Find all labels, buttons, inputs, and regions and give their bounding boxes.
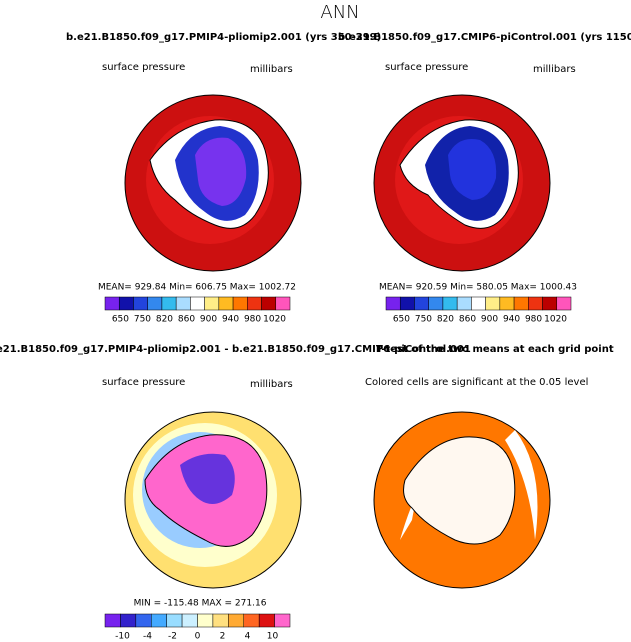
colorbar-cell (261, 296, 277, 311)
colorbar-label: 980 (244, 315, 261, 325)
colorbar-cell (104, 296, 120, 311)
colorbar-cell (456, 296, 472, 311)
map (373, 94, 551, 272)
colorbar-label: 2 (220, 632, 226, 642)
colorbar-cell (247, 296, 262, 311)
colorbar-label: 750 (415, 315, 432, 325)
colorbar-cell (120, 613, 137, 628)
map (124, 94, 302, 272)
colorbar-cell (151, 613, 167, 628)
colorbar-cell (499, 296, 515, 311)
stats: MEAN= 920.59 Min= 580.05 Max= 1000.43 (379, 283, 577, 293)
map (124, 411, 302, 589)
colorbar-label: -4 (143, 632, 152, 642)
colorbar-cell (232, 296, 248, 311)
colorbar-cell (556, 296, 572, 311)
colorbar-cell (135, 613, 152, 628)
colorbar-cell (161, 296, 177, 311)
colorbar-cell (243, 613, 260, 628)
colorbar-label: 1020 (263, 315, 286, 325)
colorbar-cell (471, 296, 486, 311)
colorbar-label: 750 (134, 315, 151, 325)
colorbar-cell (428, 296, 444, 311)
colorbar-label: 900 (200, 315, 217, 325)
colorbar-cell (385, 296, 401, 311)
colorbar-label: 860 (178, 315, 195, 325)
colorbar-cell (442, 296, 458, 311)
left-label: Colored cells are significant at the 0.0… (365, 377, 588, 388)
colorbar-cell (104, 613, 121, 628)
colorbar-label: 820 (156, 315, 173, 325)
colorbar-cell (275, 296, 291, 311)
colorbar-cell (513, 296, 529, 311)
colorbar-label: 980 (525, 315, 542, 325)
colorbar-label: 900 (481, 315, 498, 325)
colorbar-cell (118, 296, 134, 311)
colorbar-cell (204, 296, 220, 311)
left-label: surface pressure (102, 62, 185, 73)
right-label: millibars (533, 64, 576, 75)
colorbar-cell (197, 613, 214, 628)
map (373, 411, 551, 589)
stats: MEAN= 929.84 Min= 606.75 Max= 1002.72 (98, 283, 296, 293)
colorbar-cell (133, 296, 148, 311)
colorbar-label: 650 (393, 315, 410, 325)
colorbar-cell (399, 296, 415, 311)
panel-heading: e21.B1850.f09_g17.PMIP4-pliomip2.001 - b… (0, 344, 471, 355)
stats: MIN = -115.48 MAX = 271.16 (134, 599, 267, 609)
colorbar-label: -10 (115, 632, 130, 642)
colorbar-label: 940 (222, 315, 239, 325)
colorbar-label: 4 (245, 632, 251, 642)
colorbar-label: 650 (112, 315, 129, 325)
left-label: surface pressure (102, 377, 185, 388)
panel-heading: T-test of the two means at each grid poi… (376, 344, 614, 355)
figure-title: ANN (320, 2, 359, 23)
colorbar-cell (258, 613, 275, 628)
colorbar-cell (274, 613, 291, 628)
colorbar-cell (218, 296, 234, 311)
colorbar-cell (166, 613, 183, 628)
colorbar-cell (190, 296, 205, 311)
panel-heading: b.e21.B1850.f09_g17.CMIP6-piControl.001 … (338, 32, 631, 43)
right-label: millibars (250, 64, 293, 75)
colorbar-cell (212, 613, 229, 628)
colorbar-label: -2 (168, 632, 177, 642)
colorbar-label: 0 (195, 632, 201, 642)
colorbar-label: 10 (267, 632, 279, 642)
colorbar-cell (528, 296, 543, 311)
colorbar-cell (175, 296, 191, 311)
colorbar-label: 820 (437, 315, 454, 325)
left-label: surface pressure (385, 62, 468, 73)
colorbar-cell (228, 613, 244, 628)
colorbar-cell (485, 296, 501, 311)
colorbar-label: 940 (503, 315, 520, 325)
panel-heading: b.e21.B1850.f09_g17.PMIP4-pliomip2.001 (… (66, 32, 381, 43)
right-label: millibars (250, 379, 293, 390)
colorbar-cell (542, 296, 558, 311)
colorbar-cell (147, 296, 163, 311)
colorbar-cell (414, 296, 429, 311)
colorbar-label: 1020 (544, 315, 567, 325)
colorbar-cell (181, 613, 198, 628)
colorbar-label: 860 (459, 315, 476, 325)
